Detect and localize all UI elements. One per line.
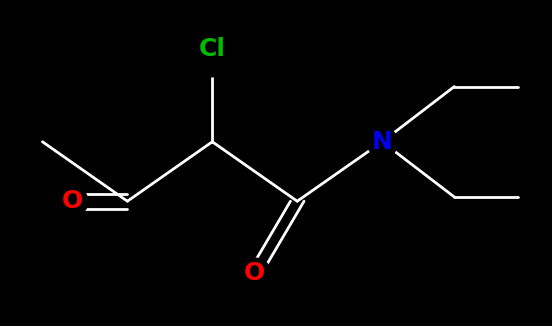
Text: Cl: Cl [199,37,226,61]
Text: O: O [62,189,83,213]
Text: N: N [371,130,392,154]
Text: O: O [244,261,266,285]
